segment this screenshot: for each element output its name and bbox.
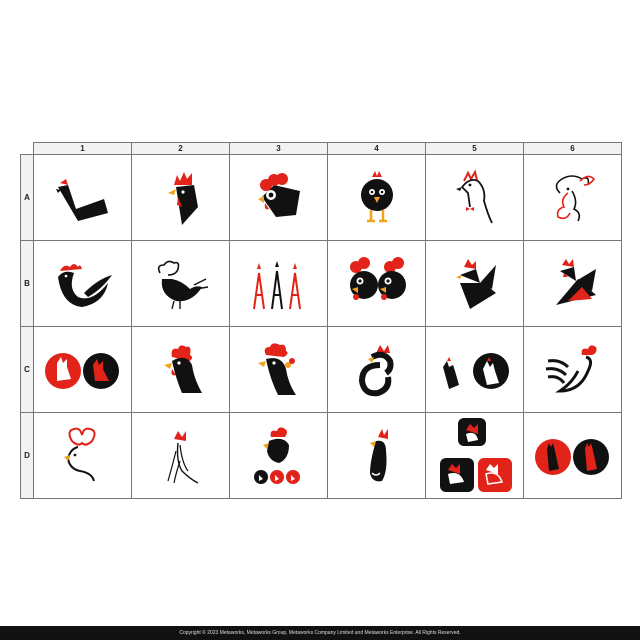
- logo-cell-c1: [33, 326, 132, 413]
- logo-cell-d6: [523, 412, 622, 499]
- row-header: C: [20, 326, 34, 413]
- rooster-head-rounded-icon: [257, 342, 296, 395]
- line-tail-rooster-icon: [545, 344, 596, 393]
- logo-cell-c2: [131, 326, 230, 413]
- eiffel-tower-roosters-icon: [252, 260, 301, 309]
- logo-cell-a2: [131, 154, 230, 241]
- grid-row-b: B: [20, 240, 622, 327]
- red-black-round-rooster-icon: [534, 438, 609, 475]
- angular-hen-icon: [55, 178, 108, 221]
- round-rooster-badges-icon: [44, 352, 119, 389]
- line-rooster-bowtie-icon: [455, 168, 493, 223]
- logo-cell-d4: [327, 412, 426, 499]
- logo-cell-b3: [229, 240, 328, 327]
- logo-cell-a5: [425, 154, 524, 241]
- grid-row-d: D: [20, 412, 622, 499]
- logo-cell-a6: [523, 154, 622, 241]
- column-header: 6: [523, 142, 622, 155]
- logo-grid: 1 2 3 4 5 6 A: [20, 142, 622, 499]
- angular-rooster-profile-icon: [167, 171, 198, 225]
- logo-cell-a3: [229, 154, 328, 241]
- row-header: A: [20, 154, 34, 241]
- logo-cell-d1: [33, 412, 132, 499]
- logo-cell-c5: [425, 326, 524, 413]
- square-rooster-app-icons-icon: [439, 417, 512, 492]
- twin-rooster-faces-icon: [349, 256, 406, 300]
- column-header-row: 1 2 3 4 5 6: [20, 142, 622, 155]
- logo-cell-b4: [327, 240, 426, 327]
- tall-rooster-icon: [369, 428, 388, 481]
- swoosh-rooster-icon: [57, 263, 112, 307]
- grid-corner: [20, 142, 34, 155]
- column-header: 1: [33, 142, 132, 155]
- round-rooster-head-icon: [257, 172, 300, 217]
- logo-grid-sheet: 1 2 3 4 5 6 A: [20, 142, 622, 499]
- rooster-silhouette-circle-icon: [442, 352, 509, 389]
- row-header: B: [20, 240, 34, 327]
- red-black-geometric-rooster-icon: [555, 258, 596, 305]
- row-header: D: [20, 412, 34, 499]
- rooster-head-comb-icon: [163, 344, 202, 393]
- logo-cell-a1: [33, 154, 132, 241]
- logo-cell-c4: [327, 326, 426, 413]
- logo-cell-b6: [523, 240, 622, 327]
- line-rooster-sketch-icon: [166, 430, 198, 484]
- grid-row-c: C: [20, 326, 622, 413]
- curled-rooster-icon: [358, 344, 393, 396]
- standing-chick-icon: [360, 170, 393, 222]
- logo-cell-b1: [33, 240, 132, 327]
- logo-cell-b2: [131, 240, 230, 327]
- column-header: 4: [327, 142, 426, 155]
- grid-row-a: A: [20, 154, 622, 241]
- rooster-face-heart-comb-icon: [63, 427, 96, 481]
- column-header: 3: [229, 142, 328, 155]
- line-rooster-outline-icon: [555, 174, 595, 221]
- logo-cell-d5: [425, 412, 524, 499]
- logo-cell-c6: [523, 326, 622, 413]
- line-hen-icon: [157, 260, 208, 309]
- logo-cell-d3: [229, 412, 328, 499]
- logo-cell-d2: [131, 412, 230, 499]
- logo-cell-b5: [425, 240, 524, 327]
- logo-cell-a4: [327, 154, 426, 241]
- logo-cell-c3: [229, 326, 328, 413]
- geometric-rooster-icon: [455, 258, 496, 309]
- copyright-footer: Copyright © 2023 Metaworks, Metaworks Gr…: [0, 626, 640, 640]
- column-header: 2: [131, 142, 230, 155]
- column-header: 5: [425, 142, 524, 155]
- rooster-with-badges-icon: [253, 426, 300, 484]
